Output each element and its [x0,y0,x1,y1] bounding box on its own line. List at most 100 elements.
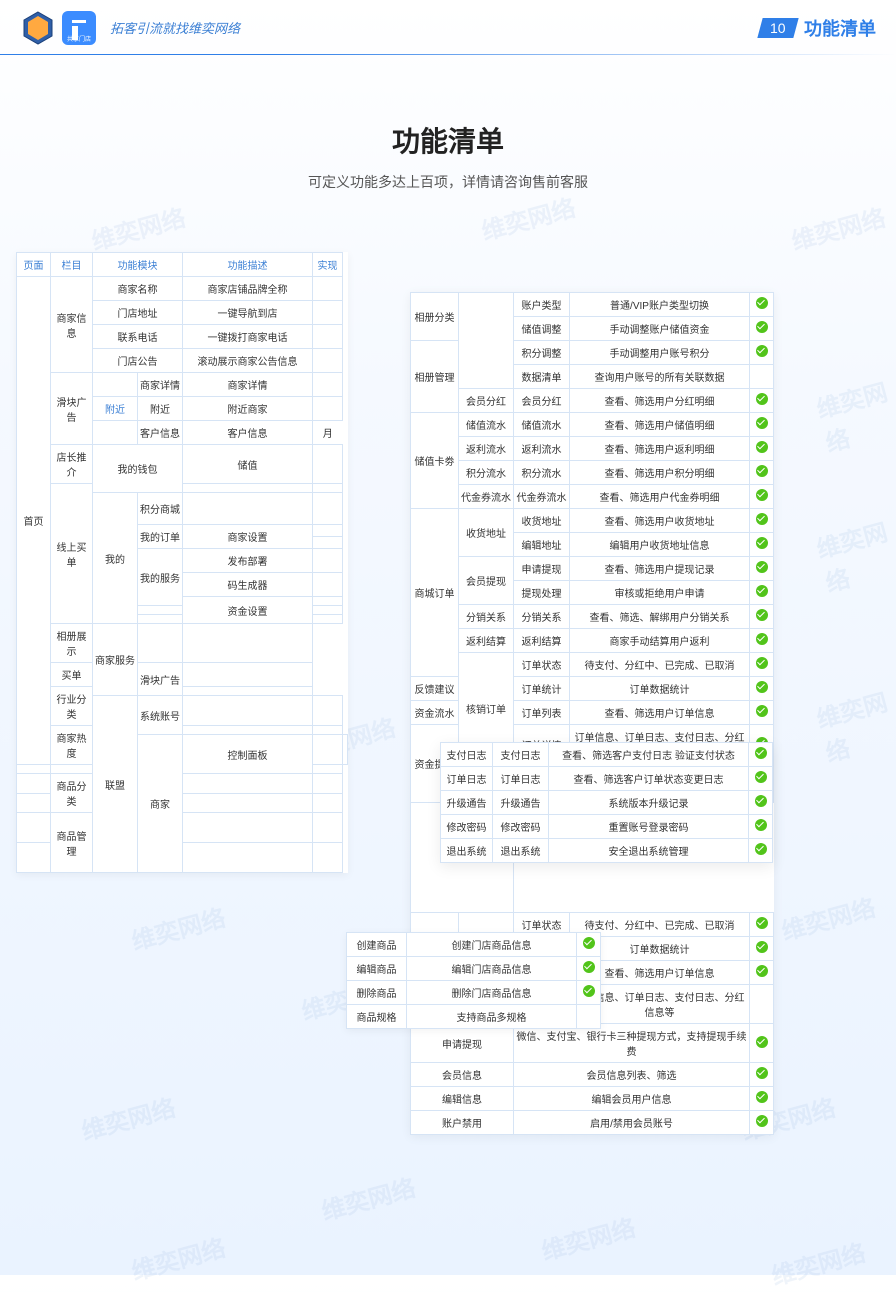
check-icon [583,985,595,997]
cell: 查看、筛选用户分红明细 [570,389,750,413]
cell: 账户类型 [514,293,570,317]
cell: 滑块广告 [51,373,93,445]
check-icon [756,1067,768,1079]
check-icon [756,345,768,357]
check-icon [756,417,768,429]
check-icon [756,705,768,717]
cell: 编辑用户收货地址信息 [570,533,750,557]
check-icon [583,961,595,973]
cell: 储值流水 [459,413,514,437]
check-icon [756,513,768,525]
watermark: 维奕网络 [812,681,896,768]
check-icon [755,747,767,759]
cell: 收货地址 [514,509,570,533]
check-icon [756,941,768,953]
cell: 会员分红 [514,389,570,413]
cell: 微信、支付宝、银行卡三种提现方式，支持提现手续费 [514,1024,750,1063]
cell: 查看、筛选用户返利明细 [570,437,750,461]
header-title: 功能清单 [804,15,876,41]
cell: 资金流水 [411,701,459,725]
cell: 相册管理 [411,341,459,413]
check-icon [756,537,768,549]
cell: 商城订单 [411,509,459,677]
check-icon [756,1091,768,1103]
cell: 商家手动结算用户返利 [570,629,750,653]
cell: 修改密码 [441,815,493,839]
slogan: 拓客引流就找维奕网络 [110,18,240,37]
cell: 积分流水 [514,461,570,485]
cell: 收货地址 [459,509,514,557]
cell: 储值流水 [514,413,570,437]
cell: 客户信息 [183,421,313,445]
cell: 编辑地址 [514,533,570,557]
cell: 系统账号 [138,696,183,735]
cell: 退出系统 [441,839,493,863]
cell: 订单日志 [493,767,549,791]
cell: 商家详情 [138,373,183,397]
cell: 编辑门店商品信息 [407,957,577,981]
watermark: 维奕网络 [77,1088,179,1147]
cell: 支持商品多规格 [407,1005,577,1029]
table-products: 创建商品创建门店商品信息 编辑商品编辑门店商品信息 删除商品删除门店商品信息 商… [346,932,601,1029]
cell: 编辑商品 [347,957,407,981]
check-icon [756,657,768,669]
check-icon [756,1036,768,1048]
cell: 商品管理 [51,813,93,873]
cell: 储值 [183,445,313,484]
cell: 查看、筛选用户积分明细 [570,461,750,485]
cell: 附近商家 [183,397,313,421]
check-icon [756,609,768,621]
cell: 首页 [17,277,51,765]
cell: 会员提现 [459,557,514,605]
cell: 订单列表 [514,701,570,725]
cell: 创建商品 [347,933,407,957]
logo-app-icon: 共享门店 [62,11,96,45]
cell: 升级通告 [493,791,549,815]
cell: 商家设置 [183,525,313,549]
cell: 储值调整 [514,317,570,341]
cell: 积分商城 [138,493,183,525]
cell: 商家详情 [183,373,313,397]
page-number: 10 [758,18,799,38]
cell: 查看、筛选客户订单状态变更日志 [549,767,749,791]
cell: 商品规格 [347,1005,407,1029]
cell: 审核或拒绝用户申请 [570,581,750,605]
cell: 数据清单 [514,365,570,389]
cell: 订单数据统计 [570,677,750,701]
cell: 商家服务 [93,624,138,696]
cell: 分销关系 [514,605,570,629]
check-icon [756,681,768,693]
cell: 申请提现 [411,1024,514,1063]
cell: 联系电话 [93,325,183,349]
cell: 买单 [51,663,93,687]
cell: 会员分红 [459,389,514,413]
check-icon [756,297,768,309]
check-icon [756,321,768,333]
check-icon [756,633,768,645]
cell: 手动调整账户储值资金 [570,317,750,341]
cell: 删除商品 [347,981,407,1005]
check-icon [756,489,768,501]
cell: 升级通告 [441,791,493,815]
cell: 我的 [93,493,138,624]
watermark: 维奕网络 [477,188,579,247]
header-divider [0,54,896,55]
watermark: 维奕网络 [812,371,896,458]
th-page: 页面 [17,253,51,277]
cell: 联盟 [93,696,138,873]
cell: 代金券流水 [459,485,514,509]
cell: 退出系统 [493,839,549,863]
watermark: 维奕网络 [87,198,189,257]
cell: 门店公告 [93,349,183,373]
cell: 我的订单 [138,525,183,549]
cell: 积分调整 [514,341,570,365]
check-icon [756,393,768,405]
logo-block: 共享门店 拓客引流就找维奕网络 [20,10,240,46]
check-icon [756,465,768,477]
cell: 重置账号登录密码 [549,815,749,839]
watermark: 维奕网络 [812,511,896,598]
cell: 商家 [138,735,183,873]
logo-app-label: 共享门店 [62,34,96,43]
cell [93,421,138,445]
cell: 返利结算 [514,629,570,653]
